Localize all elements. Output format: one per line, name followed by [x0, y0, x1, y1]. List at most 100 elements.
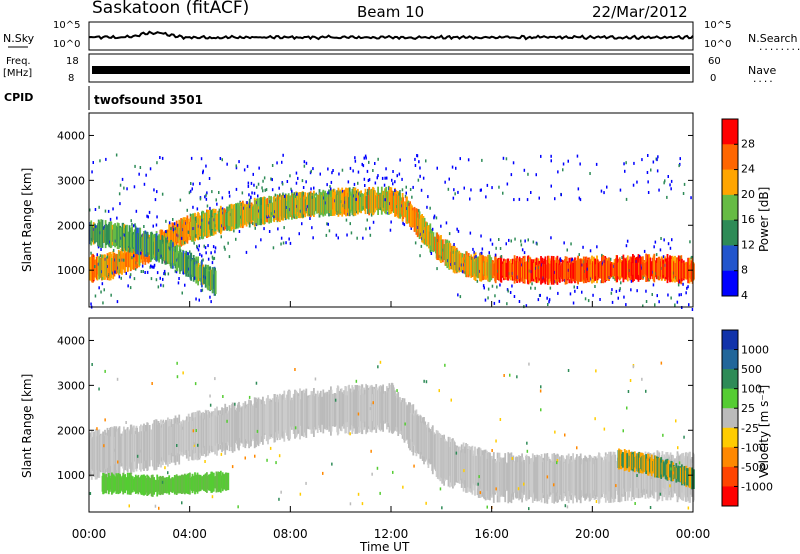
- power-echo-speckle: [252, 222, 254, 226]
- power-echo-speckle: [138, 172, 140, 176]
- power-echo-speckle: [682, 282, 684, 286]
- velocity-echo-speckle: [136, 454, 139, 458]
- power-echo-speckle: [90, 302, 92, 306]
- power-echo-speckle: [636, 180, 638, 184]
- power-echo-speckle: [569, 292, 572, 296]
- power-echo-speckle: [282, 241, 285, 245]
- power-echo-speckle: [491, 242, 494, 246]
- power-echo-speckle: [219, 157, 222, 160]
- velocity-echo-speckle: [503, 374, 505, 377]
- power-echo-speckle: [338, 172, 340, 176]
- velocity-echo-speckle: [294, 368, 296, 371]
- power-echo-speckle: [201, 288, 204, 292]
- power-echo-speckle: [505, 157, 508, 161]
- power-echo-speckle: [655, 253, 658, 257]
- velocity-echo-speckle: [495, 439, 497, 443]
- power-echo-speckle: [279, 193, 281, 197]
- power-echo-speckle: [182, 271, 185, 275]
- power-echo-speckle: [291, 189, 293, 193]
- power-echo-speckle: [156, 161, 158, 165]
- power-echo-speckle: [357, 170, 360, 174]
- power-colorbar-segment: [722, 270, 738, 297]
- power-echo-speckle: [341, 168, 344, 172]
- power-echo-speckle: [247, 184, 250, 188]
- power-echo-speckle: [691, 308, 694, 311]
- velocity-echo-speckle: [151, 382, 153, 385]
- power-echo-speckle: [667, 293, 669, 297]
- power-echo-speckle: [576, 154, 579, 158]
- power-echo-speckle: [398, 172, 401, 176]
- power-echo-speckle: [129, 273, 132, 277]
- velocity-echo-speckle: [636, 474, 638, 477]
- power-echo-speckle: [134, 223, 136, 227]
- power-echo-speckle: [509, 291, 512, 294]
- power-echo-speckle: [151, 265, 153, 269]
- power-echo-speckle: [355, 197, 357, 201]
- power-echo-speckle: [600, 189, 603, 193]
- power-echo-speckle: [456, 227, 458, 231]
- power-echo-speckle: [374, 162, 376, 165]
- power-echo-speckle: [518, 197, 521, 201]
- power-echo-speckle: [98, 286, 100, 290]
- velocity-echo-speckle: [314, 377, 317, 381]
- velocity-echo-speckle: [641, 377, 643, 381]
- power-echo-speckle: [546, 296, 548, 300]
- power-echo-speckle: [178, 277, 180, 280]
- power-echo-speckle: [655, 157, 657, 161]
- power-colorbar-tick: 12: [741, 238, 755, 251]
- power-echo-speckle: [491, 284, 494, 288]
- power-echo-speckle: [192, 205, 194, 209]
- power-echo-speckle: [173, 222, 176, 226]
- velocity-echo-speckle: [402, 485, 404, 489]
- power-echo-speckle: [193, 259, 195, 262]
- power-echo-speckle: [282, 153, 284, 157]
- power-echo-speckle: [526, 198, 529, 202]
- power-echo-speckle: [550, 154, 552, 158]
- power-echo-speckle: [685, 291, 687, 295]
- power-echo-speckle: [98, 205, 100, 209]
- power-echo-speckle: [520, 243, 523, 247]
- velocity-echo-speckle: [687, 506, 690, 510]
- nsky-tick-top: 10^5: [53, 20, 80, 31]
- power-echo-speckle: [548, 298, 551, 302]
- velocity-echo-speckle: [439, 487, 442, 491]
- power-echo-speckle: [315, 192, 317, 196]
- power-echo-speckle: [101, 282, 104, 286]
- power-echo-speckle: [683, 182, 686, 186]
- power-echo-speckle: [414, 164, 417, 167]
- power-echo-speckle: [662, 255, 665, 259]
- power-echo-speckle: [361, 162, 363, 166]
- power-echo-speckle: [396, 174, 398, 178]
- power-echo-speckle: [619, 287, 621, 291]
- power-echo-speckle: [636, 289, 638, 293]
- power-echo-speckle: [582, 245, 584, 249]
- power-echo-speckle: [562, 162, 565, 166]
- velocity-echo-speckle: [237, 505, 239, 509]
- power-echo-speckle: [295, 181, 298, 185]
- velocity-echo-speckle: [275, 461, 277, 465]
- power-echo-speckle: [656, 169, 659, 173]
- power-echo-speckle: [271, 164, 274, 167]
- power-colorbar-segment: [722, 245, 738, 272]
- velocity-echo-speckle: [629, 379, 632, 382]
- power-echo-speckle: [669, 246, 672, 250]
- power-echo-speckle: [514, 237, 516, 241]
- nsky-tick-bottom: 10^0: [53, 39, 80, 50]
- power-echo-speckle: [156, 215, 158, 219]
- power-echo-speckle: [196, 207, 199, 211]
- power-echo-speckle: [164, 272, 166, 276]
- power-echo-speckle: [255, 245, 257, 249]
- power-echo-speckle: [630, 288, 632, 292]
- power-echo-speckle: [476, 279, 479, 283]
- power-echo-speckle: [510, 173, 513, 177]
- velocity-colorbar-tick: -100: [741, 441, 766, 454]
- velocity-echo-speckle: [104, 418, 106, 422]
- power-echo-speckle: [248, 193, 250, 197]
- velocity-echo-speckle: [269, 446, 272, 450]
- power-echo-speckle: [377, 157, 379, 161]
- power-echo-speckle: [658, 188, 660, 192]
- power-echo-speckle: [159, 156, 161, 159]
- power-echo-speckle: [210, 251, 212, 255]
- power-echo-speckle: [579, 198, 582, 202]
- power-echo-speckle: [666, 195, 668, 199]
